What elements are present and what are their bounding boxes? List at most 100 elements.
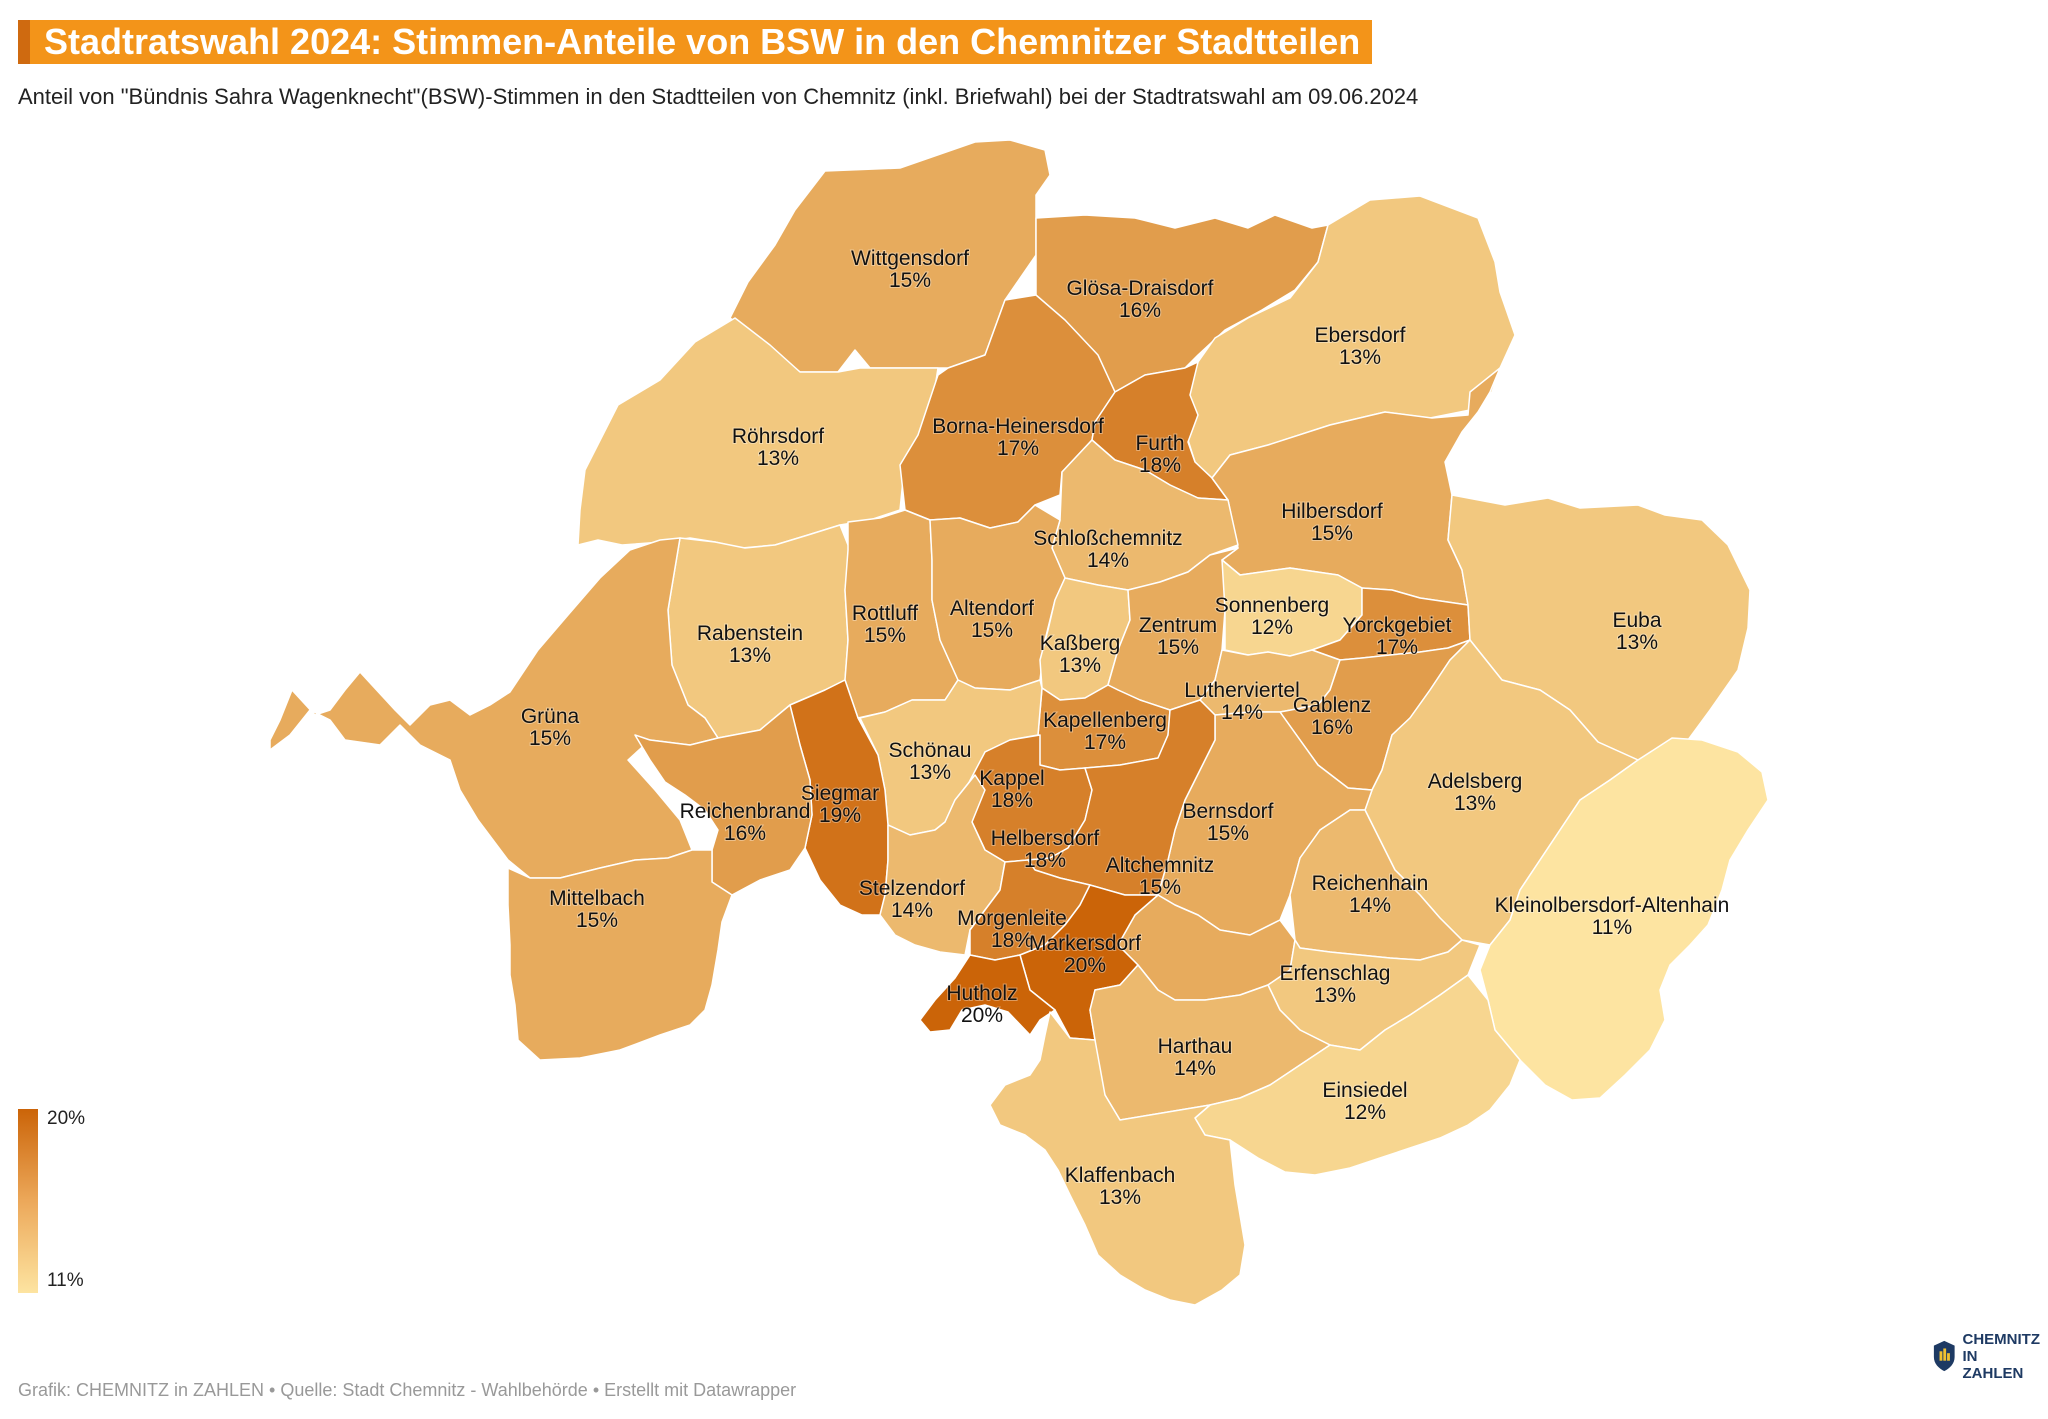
district-value-label: 13% <box>757 447 799 470</box>
district-kleinolbersdorf-altenhain[interactable] <box>1479 737 1769 1101</box>
district-value-label: 15% <box>1311 522 1353 545</box>
district-value-label: 13% <box>1314 984 1356 1007</box>
district-name-label: Kleinolbersdorf-Altenhain <box>1495 894 1730 917</box>
district-name-label: Ebersdorf <box>1314 324 1405 347</box>
district-name-label: Siegmar <box>801 782 879 805</box>
source-credit: Grafik: CHEMNITZ in ZAHLEN • Quelle: Sta… <box>18 1380 797 1400</box>
district-value-label: 15% <box>1139 876 1181 899</box>
district-value-label: 14% <box>1349 894 1391 917</box>
district-name-label: Bernsdorf <box>1182 800 1273 823</box>
district-stelzendorf[interactable] <box>879 774 1006 956</box>
district-name-label: Klaffenbach <box>1065 1164 1176 1187</box>
district-value-label: 15% <box>1207 822 1249 845</box>
district-name-label: Reichenbrand <box>680 800 811 823</box>
district-value-label: 13% <box>1099 1186 1141 1209</box>
district-gruena[interactable] <box>269 537 719 879</box>
district-value-label: 15% <box>889 269 931 292</box>
title-banner: Stadtratswahl 2024: Stimmen-Anteile von … <box>18 20 1373 64</box>
district-name-label: Helbersdorf <box>991 827 1100 850</box>
district-value-label: 18% <box>1024 849 1066 872</box>
district-value-label: 13% <box>1059 654 1101 677</box>
district-value-label: 20% <box>1064 954 1106 977</box>
district-value-label: 18% <box>991 929 1033 952</box>
district-mittelbach[interactable] <box>507 849 733 1061</box>
title-accent-bar <box>18 20 30 64</box>
district-name-label: Rabenstein <box>697 622 803 645</box>
district-name-label: Grüna <box>521 705 580 728</box>
districts-layer <box>269 139 1769 1306</box>
district-name-label: Markersdorf <box>1029 932 1141 955</box>
district-value-label: 20% <box>961 1004 1003 1027</box>
district-value-label: 15% <box>529 727 571 750</box>
district-value-label: 14% <box>1087 549 1129 572</box>
district-name-label: Hilbersdorf <box>1281 500 1383 523</box>
chart-title: Stadtratswahl 2024: Stimmen-Anteile von … <box>30 20 1373 64</box>
district-value-label: 15% <box>1157 636 1199 659</box>
district-hutholz[interactable] <box>919 954 1056 1036</box>
district-reichenbrand[interactable] <box>634 704 813 896</box>
shield-icon <box>1933 1340 1955 1372</box>
district-name-label: Schloßchemnitz <box>1033 527 1182 550</box>
district-value-label: 13% <box>1616 631 1658 654</box>
district-value-label: 13% <box>909 761 951 784</box>
district-value-label: 16% <box>1119 299 1161 322</box>
district-value-label: 14% <box>1174 1057 1216 1080</box>
district-name-label: Mittelbach <box>549 887 645 910</box>
district-value-label: 15% <box>576 909 618 932</box>
district-value-label: 11% <box>1592 916 1632 939</box>
district-value-label: 16% <box>724 822 766 845</box>
district-name-label: Yorckgebiet <box>1343 614 1452 637</box>
district-value-label: 15% <box>864 624 906 647</box>
district-name-label: Altchemnitz <box>1106 854 1215 877</box>
district-value-label: 14% <box>1221 701 1263 724</box>
district-name-label: Hutholz <box>946 982 1017 1005</box>
district-value-label: 16% <box>1311 716 1353 739</box>
district-name-label: Röhrsdorf <box>732 425 824 448</box>
district-name-label: Wittgensdorf <box>851 247 969 270</box>
district-name-label: Altendorf <box>950 597 1034 620</box>
district-value-label: 18% <box>991 789 1033 812</box>
district-name-label: Kaßberg <box>1040 632 1121 655</box>
district-name-label: Glösa-Draisdorf <box>1066 277 1213 300</box>
district-name-label: Stelzendorf <box>859 877 965 900</box>
district-name-label: Rottluff <box>852 602 918 625</box>
district-name-label: Euba <box>1612 609 1661 632</box>
district-name-label: Furth <box>1135 432 1184 455</box>
color-legend <box>18 1109 38 1293</box>
district-name-label: Borna-Heinersdorf <box>932 415 1104 438</box>
district-value-label: 17% <box>1376 636 1418 659</box>
district-value-label: 17% <box>1084 731 1126 754</box>
district-value-label: 13% <box>729 644 771 667</box>
district-value-label: 15% <box>971 619 1013 642</box>
district-name-label: Harthau <box>1158 1035 1233 1058</box>
district-name-label: Adelsberg <box>1428 770 1523 793</box>
district-value-label: 19% <box>819 804 861 827</box>
district-name-label: Sonnenberg <box>1215 594 1329 617</box>
district-einsiedel[interactable] <box>1194 974 1521 1176</box>
district-name-label: Erfenschlag <box>1280 962 1391 985</box>
district-klaffenbach[interactable] <box>989 1011 1246 1306</box>
district-helbersdorf[interactable] <box>1027 699 1216 896</box>
district-value-label: 12% <box>1344 1101 1386 1124</box>
district-name-label: Gablenz <box>1293 694 1371 717</box>
district-name-label: Einsiedel <box>1322 1079 1407 1102</box>
district-name-label: Lutherviertel <box>1184 679 1300 702</box>
district-name-label: Kapellenberg <box>1043 709 1167 732</box>
chart-subtitle: Anteil von "Bündnis Sahra Wagenknecht"(B… <box>18 84 1419 109</box>
district-value-label: 12% <box>1251 616 1293 639</box>
logo-text: CHEMNITZ IN ZAHLEN <box>1962 1330 2041 1382</box>
district-value-label: 13% <box>1454 792 1496 815</box>
district-name-label: Morgenleite <box>957 907 1067 930</box>
district-name-label: Zentrum <box>1139 614 1217 637</box>
district-value-label: 18% <box>1139 454 1181 477</box>
district-name-label: Schönau <box>889 739 972 762</box>
legend-max-label: 20% <box>47 1108 86 1129</box>
district-value-label: 13% <box>1339 346 1381 369</box>
district-euba[interactable] <box>1447 494 1751 761</box>
district-name-label: Kappel <box>979 767 1044 790</box>
district-name-label: Reichenhain <box>1312 872 1429 895</box>
district-value-label: 17% <box>997 437 1039 460</box>
chemnitz-in-zahlen-logo: CHEMNITZ IN ZAHLEN <box>1932 1331 2040 1382</box>
